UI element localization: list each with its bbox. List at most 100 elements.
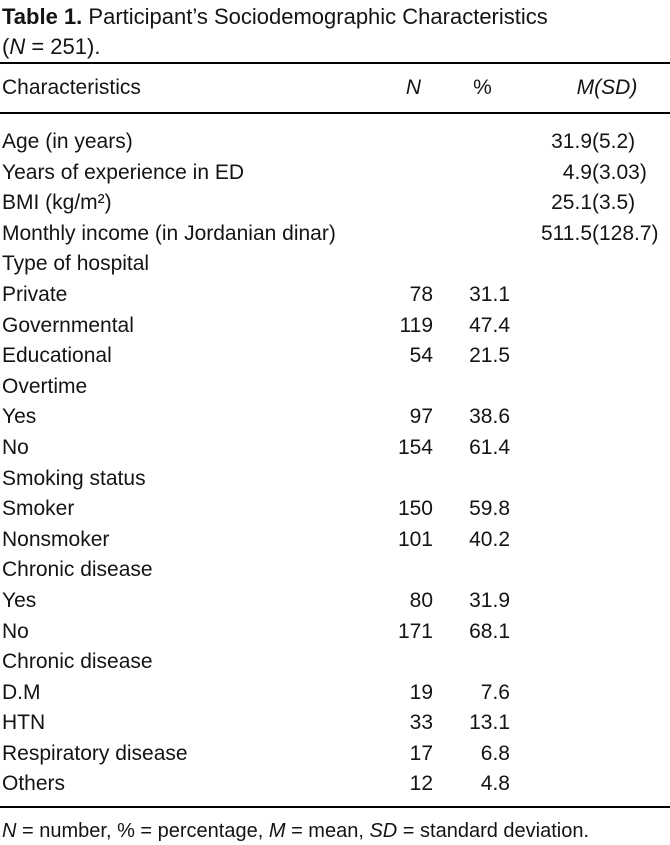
cell-mean-sd bbox=[510, 372, 670, 403]
cell-percent bbox=[435, 188, 510, 219]
cell-percent: 47.4 bbox=[469, 313, 510, 337]
sd-value: (5.2) bbox=[592, 130, 636, 153]
table-number-label: Table 1. bbox=[2, 4, 83, 29]
cell-percent bbox=[435, 555, 510, 586]
cell-percent: 59.8 bbox=[469, 497, 510, 521]
table-row: No 171 68.1 bbox=[0, 617, 670, 648]
cell-mean-sd bbox=[510, 311, 670, 342]
header-mean-sd: M(SD) bbox=[510, 62, 670, 114]
row-label: Private bbox=[2, 282, 68, 306]
cell-n: 101 bbox=[397, 527, 433, 551]
cell-percent: 13.1 bbox=[469, 711, 510, 735]
table-row: Overtime bbox=[0, 372, 670, 403]
cell-percent: 68.1 bbox=[469, 619, 510, 643]
cell-percent bbox=[435, 158, 510, 189]
sample-size-rest: = 251). bbox=[25, 34, 101, 59]
row-label: Smoking status bbox=[2, 466, 146, 490]
cell-percent bbox=[435, 372, 510, 403]
sample-size-symbol: N bbox=[9, 34, 26, 59]
row-label: Respiratory disease bbox=[2, 741, 188, 765]
row-label: No bbox=[2, 435, 29, 459]
table-footnote: N = number, % = percentage, M = mean, SD… bbox=[0, 819, 670, 843]
table-row: Years of experience in ED 4.9(3.03) bbox=[0, 158, 670, 189]
cell-mean-sd bbox=[510, 433, 670, 464]
table-header-row: Characteristics N % M(SD) bbox=[0, 62, 670, 114]
cell-percent: 31.9 bbox=[469, 588, 510, 612]
cell-n: 12 bbox=[380, 769, 435, 809]
cell-n: 171 bbox=[397, 619, 433, 643]
mean-value: 511.5 bbox=[541, 221, 592, 245]
sd-value: (3.03) bbox=[592, 160, 647, 184]
cell-n: 80 bbox=[409, 588, 433, 612]
row-label: Others bbox=[0, 769, 380, 809]
cell-n bbox=[380, 188, 435, 219]
cell-mean-sd bbox=[510, 494, 670, 525]
cell-percent: 61.4 bbox=[469, 435, 510, 459]
cell-mean-sd bbox=[510, 769, 670, 809]
cell-n: 78 bbox=[409, 282, 433, 306]
cell-percent: 40.2 bbox=[469, 527, 510, 551]
table-row: Respiratory disease 17 6.8 bbox=[0, 739, 670, 770]
cell-n bbox=[380, 464, 435, 495]
header-characteristics: Characteristics bbox=[0, 62, 380, 114]
mean-value: 31.9 bbox=[551, 130, 592, 153]
cell-percent: 21.5 bbox=[469, 344, 510, 368]
row-label: Smoker bbox=[2, 497, 75, 521]
row-label: Governmental bbox=[2, 313, 134, 337]
table-row: Monthly income (in Jordanian dinar) 511.… bbox=[0, 219, 670, 250]
row-label: Educational bbox=[2, 344, 112, 368]
cell-n: 97 bbox=[409, 405, 433, 429]
table-row: D.M 19 7.6 bbox=[0, 678, 670, 709]
row-label: Nonsmoker bbox=[2, 527, 110, 551]
cell-mean-sd: 4.9(3.03) bbox=[510, 158, 670, 189]
cell-percent bbox=[435, 113, 510, 158]
table-row: Yes 97 38.6 bbox=[0, 402, 670, 433]
cell-mean-sd: 31.9(5.2) bbox=[510, 113, 670, 158]
cell-percent: 38.6 bbox=[469, 405, 510, 429]
table-row: Nonsmoker 101 40.2 bbox=[0, 525, 670, 556]
table-body: Age (in years) 31.9(5.2) Years of experi… bbox=[0, 113, 670, 809]
cell-n bbox=[380, 113, 435, 158]
cell-n: 33 bbox=[409, 711, 433, 735]
cell-n bbox=[380, 372, 435, 403]
row-label: Yes bbox=[2, 405, 37, 429]
table-row: Governmental 119 47.4 bbox=[0, 311, 670, 342]
cell-mean-sd bbox=[510, 617, 670, 648]
row-label: D.M bbox=[2, 680, 41, 704]
cell-n bbox=[380, 249, 435, 280]
table-row: Type of hospital bbox=[0, 249, 670, 280]
header-n: N bbox=[380, 62, 435, 114]
table-title-text: Participant’s Sociodemographic Character… bbox=[82, 4, 548, 29]
row-label: Overtime bbox=[2, 374, 88, 398]
cell-percent bbox=[435, 249, 510, 280]
table-row: Others 12 4.8 bbox=[0, 769, 670, 809]
cell-mean-sd bbox=[510, 555, 670, 586]
cell-percent bbox=[435, 647, 510, 678]
row-label: Years of experience in ED bbox=[2, 160, 245, 184]
footnote-text-2: = mean, bbox=[285, 820, 370, 843]
table-row: Smoker 150 59.8 bbox=[0, 494, 670, 525]
cell-mean-sd bbox=[510, 647, 670, 678]
cell-mean-sd bbox=[510, 464, 670, 495]
footnote-text-1: = number, % = percentage, bbox=[16, 820, 269, 843]
cell-n bbox=[380, 555, 435, 586]
cell-n: 17 bbox=[409, 741, 433, 765]
cell-n bbox=[380, 219, 435, 250]
table-header: Characteristics N % M(SD) bbox=[0, 62, 670, 114]
cell-n: 19 bbox=[409, 680, 433, 704]
table-row: No 154 61.4 bbox=[0, 433, 670, 464]
cell-mean-sd bbox=[510, 708, 670, 739]
footnote-sd-symbol: SD bbox=[369, 820, 398, 843]
row-label: HTN bbox=[2, 711, 46, 735]
cell-n: 154 bbox=[397, 435, 433, 459]
cell-mean-sd bbox=[510, 249, 670, 280]
row-label: Yes bbox=[2, 588, 37, 612]
footnote-n-symbol: N bbox=[2, 820, 17, 843]
row-label: BMI (kg/m²) bbox=[2, 191, 112, 215]
cell-n: 54 bbox=[409, 344, 433, 368]
cell-mean-sd bbox=[510, 280, 670, 311]
table-row: Smoking status bbox=[0, 464, 670, 495]
cell-percent: 6.8 bbox=[480, 741, 510, 765]
cell-mean-sd bbox=[510, 739, 670, 770]
